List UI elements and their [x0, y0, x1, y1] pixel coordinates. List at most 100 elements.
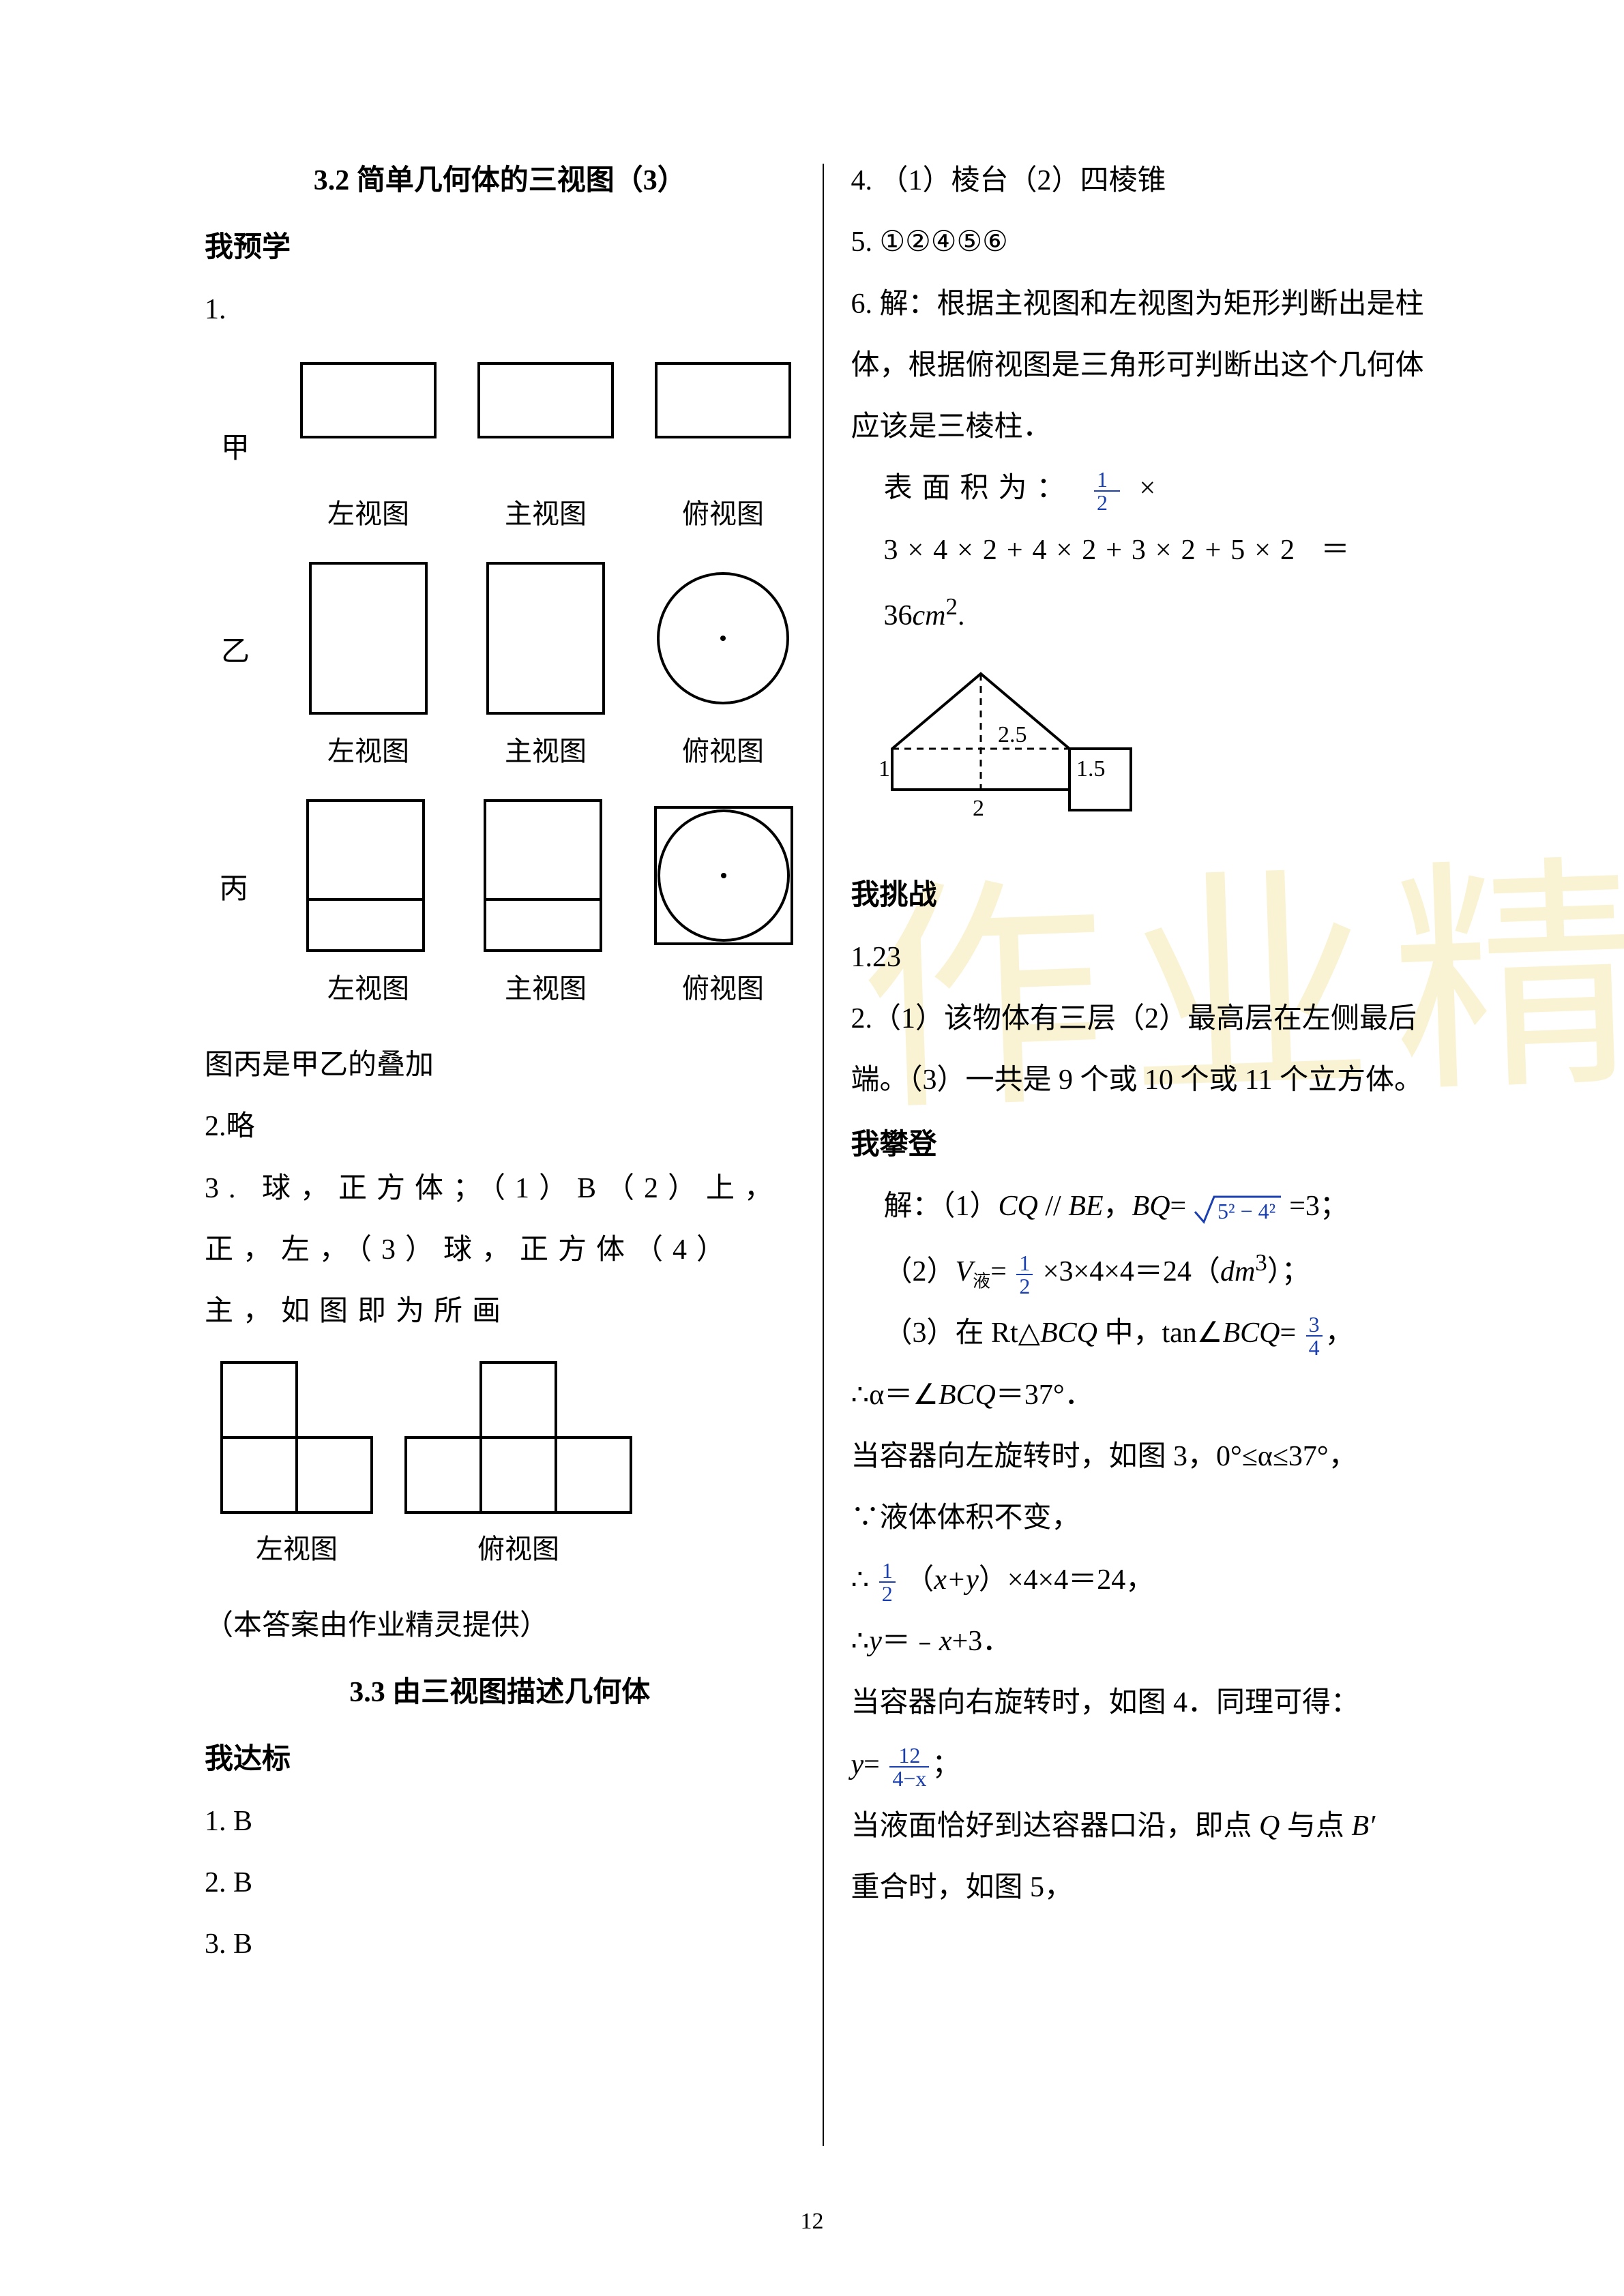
c3-eq: = — [1280, 1317, 1303, 1349]
c2-tail: ×3×4×4＝24（ — [1043, 1256, 1220, 1287]
jia-top-view — [655, 357, 791, 445]
header-woyuxue: 我预学 — [205, 217, 795, 278]
c10-y: y — [851, 1749, 864, 1780]
header-wotiaozhan: 我挑战 — [851, 865, 1441, 926]
header-wopandeng: 我攀登 — [851, 1114, 1441, 1176]
c8-x: x — [939, 1626, 952, 1657]
climb-9: 当容器向右旋转时，如图 4．同理可得： — [851, 1672, 1441, 1733]
prism-net-figure: 1 2 2.5 1.5 — [865, 653, 1151, 858]
c8-y: y — [869, 1626, 882, 1657]
q1-label: 1. — [205, 279, 795, 340]
answer-4: 4. （1）棱台（2）四棱锥 — [851, 150, 1441, 211]
cap-yi-left: 左视图 — [300, 722, 437, 781]
climb-5: 当容器向左旋转时，如图 3，0°≤α≤37°， — [851, 1426, 1441, 1487]
bing-top-view — [652, 797, 795, 954]
yi-left-view — [300, 560, 437, 717]
sa-result-unit: cm — [913, 600, 946, 631]
jia-left-view — [300, 357, 437, 445]
climb-6: ∵液体体积不变， — [851, 1487, 1441, 1549]
cap-yi-main: 主视图 — [477, 722, 614, 781]
q3-left-view — [218, 1359, 375, 1516]
answer-source-note: （本答案由作业精灵提供） — [205, 1595, 795, 1656]
climb-10: y= 124−x； — [851, 1734, 1441, 1795]
cap-yi-top: 俯视图 — [655, 722, 791, 781]
c7-pre: ∴ — [851, 1564, 870, 1596]
frac-1-2-b: 12 — [1016, 1252, 1033, 1297]
cap-jia-top: 俯视图 — [655, 485, 791, 543]
after-figs-note: 图丙是甲乙的叠加 — [205, 1034, 795, 1096]
c7-mid: （ — [905, 1564, 934, 1596]
answer-6-result: 36cm2. — [851, 581, 1441, 646]
frac-12-4mx: 124−x — [889, 1744, 929, 1789]
yi-top-view — [655, 560, 791, 717]
c1-bq: BQ — [1132, 1191, 1170, 1222]
svg-text:5² − 4²: 5² − 4² — [1217, 1199, 1275, 1223]
q3: 3. 球，正方体；（1）B（2）上，正，左，（3）球，正方体（4）主，如图即为所… — [205, 1158, 795, 1343]
page-columns: 3.2 简单几何体的三视图（3） 我预学 1. 甲 左视图 主视图 俯视图 乙 — [177, 150, 1467, 2173]
c10-tail: ； — [932, 1749, 960, 1780]
section-title-3-2: 3.2 简单几何体的三视图（3） — [205, 150, 795, 211]
c3-mid: 中，tan∠ — [1097, 1317, 1222, 1349]
c3-bcq: BCQ — [1040, 1317, 1097, 1349]
figure-q3-4: 左视图 俯视图 — [218, 1359, 795, 1579]
figure-yi: 乙 左视图 主视图 俯视图 — [205, 560, 795, 781]
answer-2: 2. B — [205, 1852, 795, 1913]
answer-6-surface-area: 表面积为： 12 × 3×4×2+4×2+3×2+5×2 ＝ — [851, 458, 1441, 581]
cap-bing-top: 俯视图 — [655, 959, 791, 1018]
c1-eq: = — [1170, 1191, 1194, 1222]
fig-row-label-bing: 丙 — [211, 797, 256, 920]
header-wodabiao: 我达标 — [205, 1729, 795, 1790]
left-column: 3.2 简单几何体的三视图（3） 我预学 1. 甲 左视图 主视图 俯视图 乙 — [177, 150, 823, 2173]
c2-pre: （2） — [884, 1256, 956, 1287]
climb-1: 解：（1）CQ // BE，BQ= 5² − 4² =3； — [851, 1176, 1441, 1237]
answer-3: 3. B — [205, 1913, 795, 1975]
c8-pre: ∴ — [851, 1626, 870, 1657]
c3-bcq2: BCQ — [1222, 1317, 1280, 1349]
bing-main-view — [475, 797, 611, 954]
c2-V: V — [956, 1256, 973, 1287]
sa-result-num: 36 — [884, 600, 913, 631]
frac-3-4: 34 — [1306, 1313, 1323, 1358]
climb-8: ∴y＝﹣x+3． — [851, 1611, 1441, 1672]
net-label-2-5: 2.5 — [998, 722, 1027, 747]
q2: 2.略 — [205, 1096, 795, 1157]
figure-bing: 丙 左 — [205, 797, 795, 1018]
c8-tail: +3． — [952, 1626, 1012, 1657]
c7-xy: x+y — [934, 1564, 979, 1596]
frac-1-2-c: 12 — [879, 1560, 896, 1605]
c8-eq: ＝﹣ — [882, 1626, 939, 1657]
frac-1-2-a: 12 — [1094, 468, 1120, 513]
c1-eq2: =3； — [1289, 1191, 1348, 1222]
answer-6-text: 6. 解：根据主视图和左视图为矩形判断出是柱体，根据俯视图是三角形可判断出这个几… — [851, 273, 1441, 458]
climb-7: ∴ 12 （x+y）×4×4＝24， — [851, 1549, 1441, 1611]
c1-pre: 解：（1） — [884, 1191, 999, 1222]
sa-label: 表面积为： — [884, 473, 1075, 504]
c2-end: ）； — [1267, 1256, 1310, 1287]
c1-be: BE — [1068, 1191, 1103, 1222]
c11-pre: 当液面恰好到达容器口沿，即点 — [851, 1810, 1260, 1842]
climb-11: 当液面恰好到达容器口沿，即点 Q 与点 B′ — [851, 1795, 1441, 1857]
c11-Q: Q — [1259, 1810, 1280, 1842]
cap-bing-main: 主视图 — [477, 959, 614, 1018]
cap-q3-top: 俯视图 — [402, 1520, 634, 1579]
jia-main-view — [477, 357, 614, 445]
climb-11b: 重合时，如图 5， — [851, 1857, 1441, 1918]
climb-4: ∴α＝∠BCQ＝37°． — [851, 1365, 1441, 1426]
figure-jia: 甲 左视图 主视图 俯视图 — [205, 357, 795, 543]
section-title-3-3: 3.3 由三视图描述几何体 — [205, 1662, 795, 1723]
answer-5: 5. ①②④⑤⑥ — [851, 211, 1441, 273]
q3-top-view — [402, 1359, 634, 1516]
c2-unit: dm — [1220, 1256, 1255, 1287]
right-column: 4. （1）棱台（2）四棱锥 5. ①②④⑤⑥ 6. 解：根据主视图和左视图为矩… — [824, 150, 1468, 2173]
c2-sup: 3 — [1255, 1249, 1267, 1276]
yi-main-view — [477, 560, 614, 717]
sqrt-icon: 5² − 4² — [1194, 1191, 1282, 1225]
climb-2: （2）V液= 12 ×3×4×4＝24（dm3）； — [851, 1237, 1441, 1302]
answer-1: 1. B — [205, 1791, 795, 1852]
cap-jia-main: 主视图 — [477, 485, 614, 543]
c3-pre: （3）在 Rt△ — [884, 1317, 1040, 1349]
c7-tail: ）×4×4＝24， — [979, 1564, 1154, 1596]
c11-Bp: B′ — [1351, 1810, 1375, 1842]
fig-row-label-yi: 乙 — [211, 560, 259, 683]
net-label-1: 1 — [879, 756, 890, 781]
